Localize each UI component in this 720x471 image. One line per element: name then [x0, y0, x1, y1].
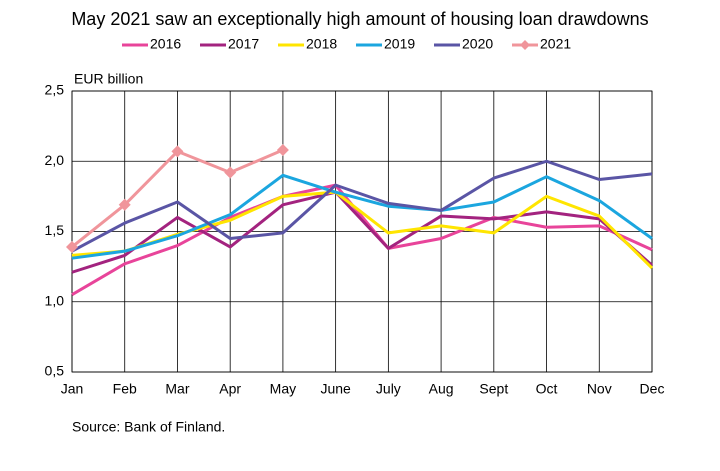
x-tick-label: Aug	[429, 381, 454, 397]
x-tick-label: Oct	[536, 381, 558, 397]
legend-label: 2017	[228, 36, 259, 52]
source: Source: Bank of Finland.	[72, 419, 225, 435]
y-tick-label: 2,5	[45, 82, 65, 98]
legend-label: 2016	[150, 36, 181, 52]
x-tick-label: Nov	[587, 381, 612, 397]
series-line	[71, 183, 653, 297]
y-tick-label: 1,0	[45, 292, 65, 308]
y-tick-label: 0,5	[45, 363, 65, 379]
x-tick-label: Dec	[640, 381, 665, 397]
y-tick-label: 1,5	[45, 222, 65, 238]
point-marker	[224, 166, 237, 179]
point-marker	[171, 145, 184, 158]
series-line	[71, 173, 653, 260]
series-line	[71, 190, 653, 274]
y-tick-label: 2,0	[45, 152, 65, 168]
legend-label: 2020	[462, 36, 493, 52]
x-tick-label: June	[320, 381, 351, 397]
legend-label: 2018	[306, 36, 337, 52]
legend-label: 2021	[540, 36, 571, 52]
x-tick-label: July	[376, 381, 401, 397]
chart-title: May 2021 saw an exceptionally high amoun…	[71, 9, 648, 29]
plot-border	[71, 90, 653, 373]
point-marker	[118, 198, 131, 211]
y-axis-label: EUR billion	[74, 71, 143, 87]
legend-marker	[520, 40, 530, 50]
point-marker	[276, 144, 289, 157]
x-tick-label: Sept	[479, 381, 508, 397]
x-tick-label: Mar	[165, 381, 189, 397]
x-tick-label: Feb	[113, 381, 137, 397]
legend-label: 2019	[384, 36, 415, 52]
x-tick-label: Apr	[219, 381, 241, 397]
point-marker	[66, 240, 78, 253]
x-tick-label: Jan	[61, 381, 84, 397]
x-tick-label: May	[270, 381, 296, 397]
series-line	[71, 159, 653, 253]
